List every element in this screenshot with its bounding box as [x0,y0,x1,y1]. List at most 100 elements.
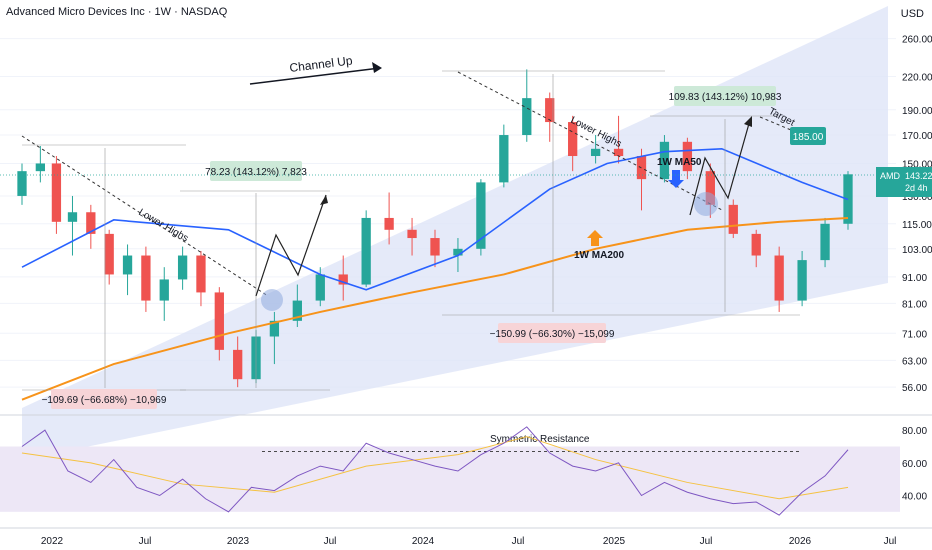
x-tick-2: 2023 [227,536,250,547]
candle-body-31 [659,141,670,180]
ma200-line [21,216,849,401]
ma50-line [21,147,849,291]
channel-up-label: Channel Up [289,53,354,75]
candle-body-3 [67,212,78,222]
measure-4: 109.83 (143.12%) 10,983 [650,86,782,312]
candle-body-29 [613,148,624,157]
lower-highs-line-2 [457,71,723,211]
rsi-ma-line [21,436,849,500]
candle-body-11 [214,292,224,350]
measure-2-label: 78.23 (143.12%) 7,823 [205,167,307,178]
candle-body-23 [476,182,486,249]
candle-body-28 [590,148,601,157]
x-tick-9: Jul [884,536,897,547]
candle-body-34 [728,204,738,234]
y-tick-5: 103.00 [902,245,932,256]
candle-body-15 [292,300,302,321]
last-price-countdown: 2d 4h [905,183,928,193]
candle-body-27 [568,122,578,157]
candle-body-32 [682,141,693,172]
candle-body-35 [751,233,761,256]
candle-body-1 [35,163,46,172]
candle-body-26 [545,98,555,123]
measure-1: −109.69 (−66.68%) −10,969 [22,144,186,409]
rsi-band [0,446,900,512]
candle-body-6 [122,255,133,275]
candle-body-25 [522,98,532,136]
candle-body-14 [269,320,280,337]
ma200-label: 1W MA200 [574,250,624,261]
y-tick-8: 150.00 [902,159,932,170]
ma-touch-circle-2 [694,192,718,216]
x-tick-5: Jul [512,536,525,547]
candle-body-10 [196,255,206,293]
candle-body-21 [430,238,440,256]
channel-up-area [22,6,888,460]
candle-body-2 [51,163,62,222]
candle-body-0 [17,171,27,196]
candle-body-19 [384,217,394,230]
last-price-symbol: AMD [880,171,901,181]
ma200-arrow [587,230,603,246]
candle-body-24 [499,135,509,183]
x-tick-0: 2022 [41,536,64,547]
candle-body-20 [407,229,417,239]
candle-body-7 [141,255,151,301]
candle-body-33 [705,171,715,205]
measure-1-label: −109.69 (−66.68%) −10,969 [42,395,167,406]
y-tick-0: 56.00 [902,383,927,394]
projection-2025-arrowhead [744,116,752,127]
y-tick-4: 91.00 [902,273,927,284]
x-tick-8: 2026 [789,536,812,547]
ma50-label: 1W MA50 [657,157,702,168]
measure-3-label: −150.99 (−66.30%) −15,099 [490,329,615,340]
candle-body-22 [453,248,463,256]
y-tick-3: 81.00 [902,299,927,310]
measure-2: 78.23 (143.12%) 7,823 [180,161,330,391]
price-axis: 56.00 63.00 71.00 81.00 91.00 103.00 115.00 130… [902,35,932,395]
x-tick-3: Jul [324,536,337,547]
candle-body-4 [86,212,96,234]
x-tick-6: 2025 [603,536,626,547]
channel-up-arrow [249,67,381,85]
x-tick-4: 2024 [412,536,435,547]
x-tick-7: Jul [700,536,713,547]
candle-body-8 [159,279,169,301]
rsi-line [21,426,849,516]
symmetric-resistance-label: Symmetric Resistance [490,434,590,445]
rsi-axis: 40.00 60.00 80.00 [902,426,927,502]
rsi-y-tick-2: 80.00 [902,426,927,437]
candle-body-16 [315,274,325,301]
rsi-y-tick-0: 40.00 [902,492,927,503]
candle-body-38 [820,223,830,261]
measure-4-label: 109.83 (143.12%) 10,983 [669,92,782,103]
y-tick-11: 220.00 [902,72,932,83]
target-price-value: 185.00 [793,132,824,143]
measure-3: −150.99 (−66.30%) −15,099 [442,70,800,343]
y-tick-6: 115.00 [902,220,932,231]
y-tick-10: 190.00 [902,106,932,117]
y-tick-9: 170.00 [902,131,932,142]
ma50-arrow [668,170,684,188]
candle-body-9 [177,255,188,280]
y-tick-2: 71.00 [902,329,927,340]
y-tick-7: 130.00 [902,192,932,203]
candle-body-36 [774,255,784,301]
y-tick-12: 260.00 [902,35,932,46]
chart-title: Advanced Micro Devices Inc · 1W · NASDAQ [6,6,228,18]
time-axis: 2022 Jul 2023 Jul 2024 Jul 2025 Jul 2026 Jul [41,536,897,547]
candle-body-12 [233,349,243,380]
candle-body-18 [361,217,371,285]
projection-2025 [689,119,751,216]
x-tick-1: Jul [139,536,152,547]
lower-highs-line-1 [21,135,269,297]
candle-body-37 [797,260,807,301]
candle-body-17 [338,274,348,285]
projection-2023 [255,194,327,297]
y-tick-1: 63.00 [902,356,927,367]
target-price-tag [790,127,826,145]
ma-touch-circle-1 [261,289,283,311]
last-price-tag [876,167,932,197]
candle-body-5 [104,233,114,275]
